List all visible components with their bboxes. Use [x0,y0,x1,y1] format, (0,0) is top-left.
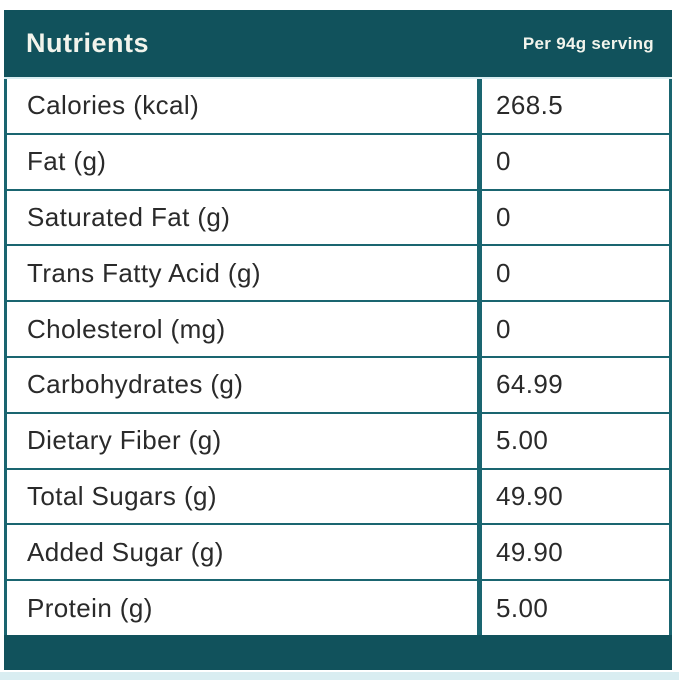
table-row: Carbohydrates (g) 64.99 [7,355,669,412]
nutrient-value: 5.00 [496,425,549,456]
nutrient-rows: Calories (kcal) 268.5 Fat (g) 0 Saturate… [4,79,672,635]
table-row: Dietary Fiber (g) 5.00 [7,411,669,468]
nutrient-value: 268.5 [496,90,564,121]
nutrient-value: 64.99 [496,369,564,400]
nutrient-value: 0 [496,257,511,288]
nutrient-value: 5.00 [496,592,549,623]
nutrient-name: Dietary Fiber (g) [7,413,482,468]
nutrient-name: Total Sugars (g) [7,469,482,524]
nutrient-name: Cholesterol (mg) [7,302,482,356]
nutrient-name: Saturated Fat (g) [7,190,482,245]
nutrient-value: 0 [496,313,511,344]
nutrient-value: 0 [496,201,511,232]
nutrient-name: Carbohydrates (g) [7,357,482,412]
nutrition-table: Nutrients Per 94g serving Calories (kcal… [4,10,672,670]
nutrient-value: 49.90 [496,536,564,567]
nutrient-value: 49.90 [496,480,564,511]
table-row: Trans Fatty Acid (g) 0 [7,244,669,301]
nutrient-name: Calories (kcal) [7,79,482,133]
nutrient-name: Protein (g) [7,581,482,635]
table-row: Calories (kcal) 268.5 [7,79,669,133]
table-header: Nutrients Per 94g serving [4,10,672,77]
table-row: Total Sugars (g) 49.90 [7,467,669,524]
table-row: Fat (g) 0 [7,132,669,189]
table-footer-band [4,635,672,670]
table-row: Saturated Fat (g) 0 [7,188,669,245]
nutrient-name: Trans Fatty Acid (g) [7,246,482,301]
table-row: Cholesterol (mg) 0 [7,300,669,356]
table-header-title: Nutrients [26,28,150,58]
nutrient-value: 0 [496,146,511,177]
bottom-edge-strip [0,672,679,680]
nutrient-name: Fat (g) [7,134,482,189]
header-divider [4,77,672,79]
table-row: Added Sugar (g) 49.90 [7,523,669,580]
serving-size-label: Per 94g serving [522,33,654,53]
table-row: Protein (g) 5.00 [7,579,669,635]
nutrient-name: Added Sugar (g) [7,525,482,580]
